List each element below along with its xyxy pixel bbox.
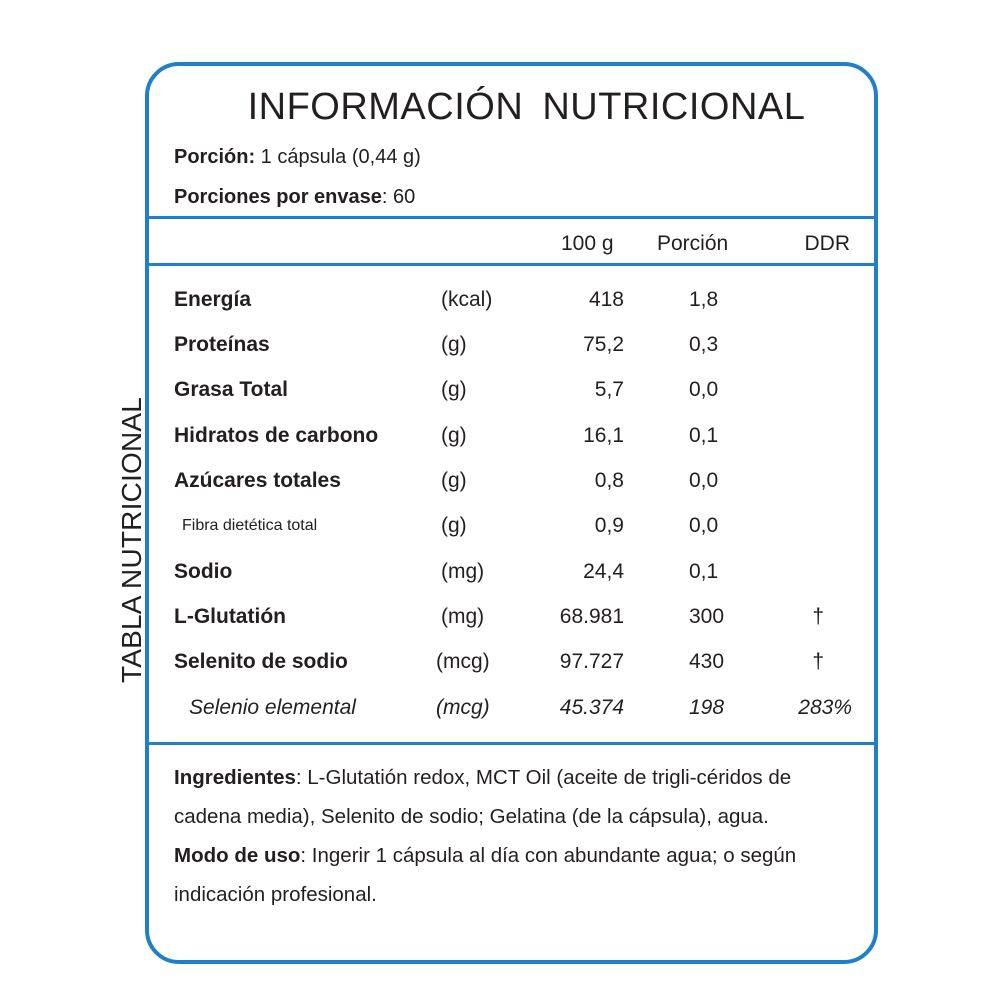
nutrient-portion: 0,0: [689, 514, 719, 537]
nutrient-per100: 68.981: [559, 605, 624, 628]
nutrient-name: Fibra dietética total: [182, 517, 318, 534]
servings-value: : 60: [381, 186, 416, 208]
ingredients-block: Ingredientes: L-Glutatión redox, MCT Oil…: [174, 758, 852, 914]
nutrient-ddr: 283%: [798, 696, 852, 719]
ingredients-text: : L-Glutatión redox, MCT Oil (aceite de …: [174, 766, 792, 828]
usage-paragraph: Modo de uso: Ingerir 1 cápsula al día co…: [174, 836, 852, 914]
nutrient-unit: (mcg): [436, 696, 490, 719]
nutrient-unit: (mcg): [436, 650, 490, 673]
nutrient-name: Grasa Total: [174, 378, 288, 401]
ingredients-label: Ingredientes: [174, 766, 296, 789]
nutrient-per100: 16,1: [583, 424, 624, 447]
col-header-portion: Porción: [657, 232, 729, 255]
nutrient-unit: (g): [441, 378, 467, 401]
nutrient-unit: (g): [441, 424, 467, 447]
nutrient-name: Selenio elemental: [189, 696, 356, 719]
nutrient-ddr: †: [812, 650, 824, 673]
nutrient-portion: 1,8: [689, 288, 719, 311]
nutrient-per100: 0,8: [594, 469, 624, 492]
nutrient-portion: 198: [689, 696, 725, 719]
table-row: Sodio (mg) 24,4 0,1: [149, 560, 874, 600]
nutrient-per100: 24,4: [583, 560, 624, 583]
nutrient-unit: (g): [441, 333, 467, 356]
nutrient-name: Azúcares totales: [174, 469, 341, 492]
table-row: Energía (kcal) 418 1,8: [149, 288, 874, 328]
table-row: Selenio elemental (mcg) 45.374 198 283%: [149, 696, 874, 736]
table-row: L-Glutatión (mg) 68.981 300 †: [149, 605, 874, 645]
divider-header: [149, 263, 874, 266]
nutrient-unit: (mg): [441, 605, 485, 628]
divider-bottom: [149, 742, 874, 745]
panel-title: INFORMACIÓN NUTRICIONAL: [247, 86, 806, 128]
nutrient-portion: 0,3: [689, 333, 719, 356]
table-row: Selenito de sodio (mcg) 97.727 430 †: [149, 650, 874, 690]
nutrient-per100: 0,9: [594, 514, 624, 537]
table-row: Grasa Total (g) 5,7 0,0: [149, 378, 874, 418]
nutrient-name: L-Glutatión: [174, 605, 286, 628]
nutrient-per100: 45.374: [559, 696, 624, 719]
nutrient-per100: 418: [588, 288, 624, 311]
nutrient-unit: (mg): [441, 560, 485, 583]
divider-top: [149, 216, 874, 219]
nutrient-portion: 0,1: [689, 560, 719, 583]
col-header-ddr: DDR: [804, 232, 851, 255]
nutrient-name: Hidratos de carbono: [174, 424, 379, 447]
nutrient-name: Sodio: [174, 560, 233, 583]
nutrient-per100: 97.727: [559, 650, 624, 673]
side-label: TABLA NUTRICIONAL: [116, 396, 147, 684]
table-row: Proteínas (g) 75,2 0,3: [149, 333, 874, 373]
servings-label: Porciones por envase: [174, 186, 382, 208]
nutrient-portion: 0,1: [689, 424, 719, 447]
table-row: Fibra dietética total (g) 0,9 0,0: [149, 514, 874, 554]
nutrient-name: Energía: [174, 288, 252, 311]
portion-value: 1 cápsula (0,44 g): [255, 146, 421, 168]
nutrient-unit: (g): [441, 469, 467, 492]
usage-text: : Ingerir 1 cápsula al día con abundante…: [174, 844, 797, 906]
table-row: Hidratos de carbono (g) 16,1 0,1: [149, 424, 874, 464]
servings-line: Porciones por envase: 60: [174, 186, 415, 209]
nutrient-unit: (kcal): [441, 288, 493, 311]
nutrient-portion: 300: [689, 605, 725, 628]
nutrient-portion: 0,0: [689, 378, 719, 401]
col-header-100g: 100 g: [561, 232, 614, 255]
table-row: Azúcares totales (g) 0,8 0,0: [149, 469, 874, 509]
nutrient-name: Selenito de sodio: [174, 650, 348, 673]
nutrient-per100: 5,7: [594, 378, 624, 401]
nutrient-portion: 430: [689, 650, 725, 673]
usage-label: Modo de uso: [174, 844, 301, 867]
nutrient-unit: (g): [441, 514, 467, 537]
nutrition-panel: INFORMACIÓN NUTRICIONAL Porción: 1 cápsu…: [145, 62, 878, 964]
nutrient-ddr: †: [812, 605, 824, 628]
nutrient-portion: 0,0: [689, 469, 719, 492]
nutrient-per100: 75,2: [583, 333, 624, 356]
nutrient-name: Proteínas: [174, 333, 270, 356]
portion-label: Porción:: [174, 146, 256, 168]
portion-line: Porción: 1 cápsula (0,44 g): [174, 146, 421, 169]
ingredients-paragraph: Ingredientes: L-Glutatión redox, MCT Oil…: [174, 758, 852, 836]
